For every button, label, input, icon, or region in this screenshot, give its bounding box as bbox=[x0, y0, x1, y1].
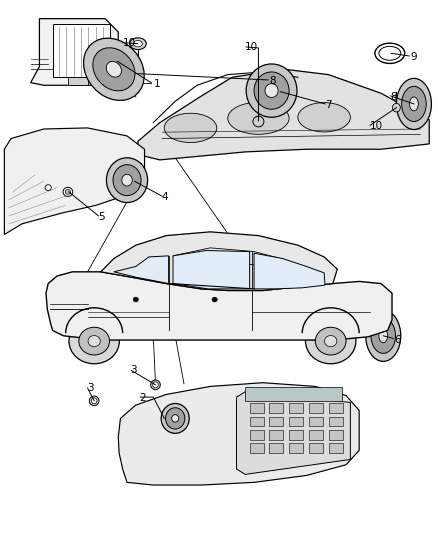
Ellipse shape bbox=[172, 415, 179, 422]
Text: 3: 3 bbox=[88, 383, 94, 393]
Polygon shape bbox=[31, 19, 118, 85]
Ellipse shape bbox=[79, 327, 110, 355]
Bar bbox=[328, 430, 343, 440]
Bar bbox=[289, 403, 303, 413]
Ellipse shape bbox=[89, 396, 99, 406]
Ellipse shape bbox=[315, 327, 346, 355]
Polygon shape bbox=[138, 69, 429, 160]
Ellipse shape bbox=[113, 165, 141, 196]
Ellipse shape bbox=[130, 38, 146, 50]
Bar bbox=[328, 403, 343, 413]
Bar bbox=[245, 387, 342, 401]
Text: 8: 8 bbox=[391, 92, 397, 102]
Bar bbox=[269, 403, 283, 413]
Polygon shape bbox=[173, 251, 250, 289]
Polygon shape bbox=[118, 383, 359, 485]
Text: 1: 1 bbox=[154, 79, 161, 88]
Ellipse shape bbox=[298, 102, 350, 132]
Ellipse shape bbox=[133, 297, 138, 302]
Bar bbox=[309, 403, 323, 413]
Bar bbox=[250, 403, 264, 413]
Ellipse shape bbox=[134, 41, 142, 47]
Bar bbox=[309, 443, 323, 453]
Ellipse shape bbox=[410, 97, 418, 111]
Ellipse shape bbox=[254, 72, 289, 109]
Ellipse shape bbox=[396, 78, 431, 130]
Text: 4: 4 bbox=[161, 192, 168, 202]
Bar bbox=[309, 430, 323, 440]
Ellipse shape bbox=[92, 398, 97, 404]
Ellipse shape bbox=[265, 84, 278, 98]
Text: 8: 8 bbox=[269, 76, 276, 86]
Bar bbox=[269, 443, 283, 453]
Ellipse shape bbox=[88, 336, 100, 346]
Bar bbox=[309, 417, 323, 426]
Text: 10: 10 bbox=[245, 42, 258, 52]
Ellipse shape bbox=[379, 329, 388, 343]
Bar bbox=[328, 417, 343, 426]
Text: 10: 10 bbox=[370, 122, 383, 131]
Ellipse shape bbox=[246, 64, 297, 117]
Text: 10: 10 bbox=[123, 38, 136, 47]
Polygon shape bbox=[53, 24, 110, 77]
Ellipse shape bbox=[65, 189, 71, 195]
Ellipse shape bbox=[93, 48, 135, 91]
Text: 7: 7 bbox=[325, 100, 332, 110]
Ellipse shape bbox=[69, 318, 119, 364]
Ellipse shape bbox=[305, 318, 356, 364]
Ellipse shape bbox=[402, 86, 426, 122]
Bar bbox=[289, 443, 303, 453]
Polygon shape bbox=[101, 232, 337, 290]
Ellipse shape bbox=[228, 102, 289, 134]
Polygon shape bbox=[114, 256, 169, 284]
Ellipse shape bbox=[392, 103, 400, 112]
Ellipse shape bbox=[106, 61, 121, 77]
Ellipse shape bbox=[164, 114, 217, 143]
Ellipse shape bbox=[253, 116, 264, 127]
Ellipse shape bbox=[366, 310, 401, 361]
Text: 9: 9 bbox=[410, 52, 417, 62]
Bar bbox=[289, 430, 303, 440]
Polygon shape bbox=[4, 128, 145, 235]
Ellipse shape bbox=[45, 184, 51, 191]
Bar bbox=[328, 443, 343, 453]
Bar bbox=[269, 430, 283, 440]
Text: 5: 5 bbox=[99, 212, 105, 222]
Polygon shape bbox=[68, 77, 88, 85]
Text: 3: 3 bbox=[131, 366, 137, 375]
Ellipse shape bbox=[375, 43, 405, 63]
Bar bbox=[250, 417, 264, 426]
Ellipse shape bbox=[379, 46, 401, 60]
Ellipse shape bbox=[151, 380, 160, 390]
Bar bbox=[289, 417, 303, 426]
Ellipse shape bbox=[161, 403, 189, 433]
Bar bbox=[269, 417, 283, 426]
Ellipse shape bbox=[122, 174, 132, 186]
Ellipse shape bbox=[63, 187, 73, 197]
Polygon shape bbox=[254, 253, 325, 289]
Bar bbox=[250, 430, 264, 440]
Ellipse shape bbox=[152, 382, 158, 388]
Ellipse shape bbox=[166, 408, 185, 429]
Ellipse shape bbox=[325, 336, 337, 346]
Text: 6: 6 bbox=[394, 335, 401, 344]
Polygon shape bbox=[173, 248, 285, 268]
Bar bbox=[250, 443, 264, 453]
Text: 2: 2 bbox=[139, 393, 145, 403]
Polygon shape bbox=[237, 392, 350, 474]
Polygon shape bbox=[46, 272, 392, 340]
Ellipse shape bbox=[212, 297, 217, 302]
Ellipse shape bbox=[106, 158, 148, 203]
Ellipse shape bbox=[371, 318, 396, 353]
Ellipse shape bbox=[84, 38, 144, 100]
